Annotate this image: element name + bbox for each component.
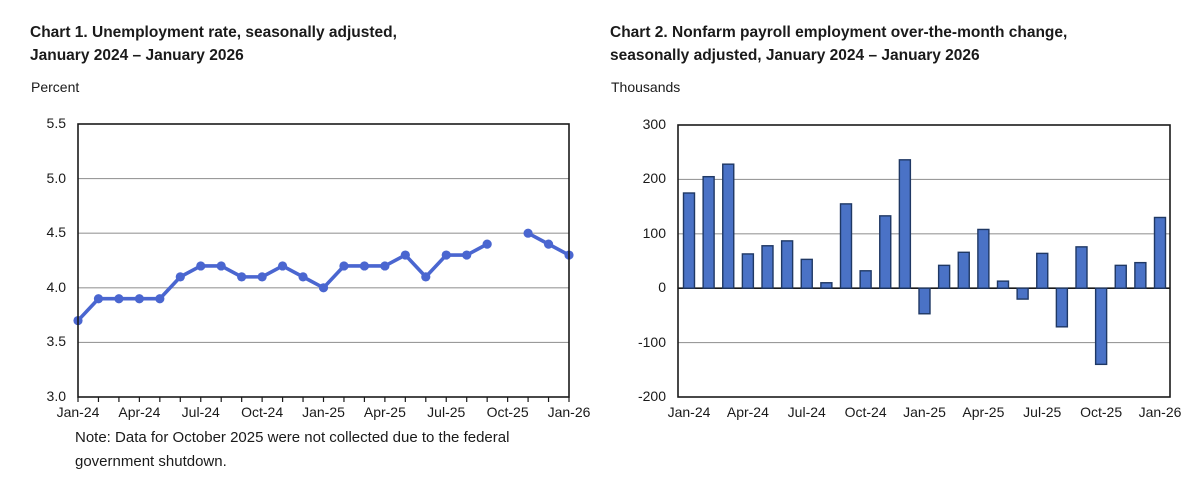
data-point-marker <box>359 261 370 271</box>
bar <box>1075 246 1088 289</box>
data-point-marker <box>462 250 472 260</box>
chart2-title: Chart 2. Nonfarm payroll employment over… <box>610 21 1190 67</box>
bar <box>722 163 735 289</box>
chart1-y-tick-label: 5.0 <box>46 169 66 186</box>
bar <box>800 258 813 289</box>
chart1-y-tick-label: 3.5 <box>46 333 66 350</box>
data-point-marker <box>257 272 267 282</box>
chart1-y-tick-label: 5.5 <box>46 115 66 131</box>
chart1-note-line2: government shutdown. <box>75 453 227 470</box>
chart2-x-tick-label: Jan-26 <box>1138 404 1182 420</box>
bar <box>702 175 715 289</box>
bar <box>898 159 912 289</box>
bar <box>780 240 794 289</box>
bar <box>1094 287 1108 366</box>
chart1-x-tick-label: Jan-25 <box>302 404 345 420</box>
chart2-unit-label: Thousands <box>611 79 681 95</box>
data-point-marker <box>196 261 206 271</box>
bar <box>977 228 990 289</box>
data-point-marker <box>114 294 124 304</box>
data-point-marker <box>482 239 492 249</box>
bar <box>918 287 931 315</box>
chart1-x-tick-label: Jan-26 <box>547 404 591 420</box>
bar <box>957 251 970 289</box>
data-point-marker <box>421 272 431 282</box>
data-point-marker <box>175 272 185 282</box>
bar <box>1134 261 1147 289</box>
chart2-x-tick-label: Apr-24 <box>726 404 769 420</box>
bar <box>820 282 833 289</box>
chart1-x-tick-label: Jul-25 <box>427 404 466 420</box>
data-point-marker <box>523 228 533 238</box>
chart1-y-tick-label: 3.0 <box>46 388 66 404</box>
chart2-x-tick-label: Jul-25 <box>1023 404 1062 420</box>
data-point-marker <box>277 261 288 271</box>
chart2-x-tick-label: Jan-25 <box>903 404 946 420</box>
chart2-x-tick-label: Jan-24 <box>667 404 711 420</box>
data-point-marker <box>134 294 144 304</box>
bar <box>879 215 892 289</box>
bar <box>682 192 696 289</box>
chart2-y-tick-label: 0 <box>658 279 666 296</box>
chart1-title-line2: January 2024 – January 2026 <box>30 47 244 64</box>
data-point-marker <box>339 261 349 271</box>
chart2-x-tick-label: Oct-25 <box>1080 404 1123 420</box>
bar <box>1036 252 1049 289</box>
chart2-frame <box>677 124 1171 398</box>
chart1-x-tick-label: Apr-25 <box>363 404 406 420</box>
chart2-x-tick-label: Jul-24 <box>787 404 826 420</box>
data-point-marker <box>441 250 451 260</box>
data-point-marker <box>400 250 410 260</box>
data-point-marker <box>298 272 308 282</box>
chart1-x-tick-label: Oct-24 <box>241 404 284 420</box>
bar <box>859 270 872 289</box>
bar <box>1055 287 1069 328</box>
chart1-note: Note: Data for October 2025 were not col… <box>75 426 595 474</box>
chart2-title-line2: seasonally adjusted, January 2024 – Janu… <box>610 47 980 64</box>
chart2-y-tick-label: 100 <box>642 224 666 241</box>
chart1-x-tick-label: Jul-24 <box>181 404 220 420</box>
chart1-title-line1: Chart 1. Unemployment rate, seasonally a… <box>30 24 397 41</box>
data-point-marker <box>93 294 104 304</box>
bar <box>1114 264 1127 289</box>
bar <box>761 245 774 289</box>
chart2-y-tick-label: 300 <box>642 116 666 132</box>
data-point-marker <box>155 294 165 304</box>
chart2-y-tick-label: 200 <box>642 170 666 187</box>
data-point-marker <box>216 261 226 271</box>
bar <box>937 264 951 289</box>
data-point-marker <box>543 239 554 249</box>
chart1-title: Chart 1. Unemployment rate, seasonally a… <box>30 21 590 67</box>
chart2-y-tick-label: -100 <box>637 333 666 350</box>
chart1-x-tick-label: Jan-24 <box>56 404 100 420</box>
chart1-frame <box>77 123 570 398</box>
chart1-x-tick-label: Oct-25 <box>486 404 529 420</box>
chart2-y-tick-label: -200 <box>637 388 666 404</box>
chart1-unit-label: Percent <box>31 79 80 95</box>
chart1-x-tick-label: Apr-24 <box>118 404 161 420</box>
chart2-title-line1: Chart 2. Nonfarm payroll employment over… <box>610 24 1068 41</box>
chart2-x-tick-label: Oct-24 <box>844 404 887 420</box>
chart1-y-tick-label: 4.5 <box>46 224 66 241</box>
bar <box>1016 287 1029 300</box>
chart2-x-tick-label: Apr-25 <box>962 404 1005 420</box>
chart1-y-tick-label: 4.0 <box>46 278 66 295</box>
data-point-marker <box>380 261 390 271</box>
data-point-marker <box>318 283 329 293</box>
bar <box>741 253 755 289</box>
chart1-note-line1: Note: Data for October 2025 were not col… <box>75 429 510 446</box>
data-point-marker <box>237 272 247 282</box>
bar <box>996 280 1010 289</box>
bar <box>839 203 853 289</box>
bar <box>1153 216 1167 289</box>
